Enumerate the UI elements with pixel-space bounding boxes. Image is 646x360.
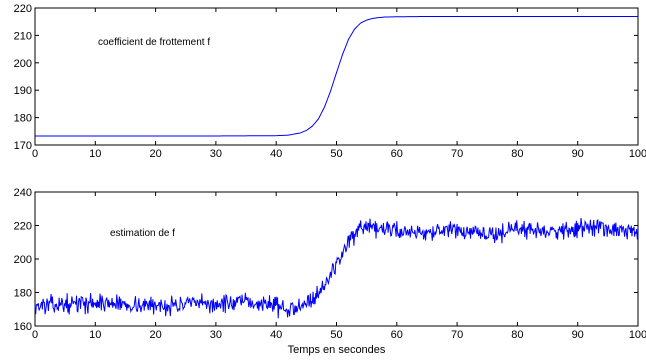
y-tick-label: 240 — [14, 187, 32, 199]
x-tick-label: 10 — [89, 148, 101, 160]
x-tick-label: 20 — [149, 148, 161, 160]
y-tick-label: 220 — [14, 3, 32, 15]
x-tick-label: 20 — [149, 329, 161, 341]
x-tick-label: 80 — [511, 148, 523, 160]
x-tick-label: 50 — [330, 148, 342, 160]
y-tick-label: 180 — [14, 113, 32, 125]
plot-annotation: coefficient de frottement f — [98, 37, 210, 48]
x-tick-label: 90 — [572, 148, 584, 160]
plot-annotation: estimation de f — [110, 228, 175, 239]
chart-friction-estimate: 0 10 20 30 40 50 60 70 80 90 100 160 180 200 220 240 est… — [14, 187, 646, 356]
y-tick-label: 170 — [14, 140, 32, 152]
x-tick-label: 0 — [32, 329, 38, 341]
x-tick-label: 40 — [270, 148, 282, 160]
series-line — [34, 218, 639, 319]
x-tick-label: 80 — [511, 329, 523, 341]
x-tick-label: 40 — [270, 329, 282, 341]
plot-frame — [34, 7, 639, 146]
x-tick-label: 30 — [210, 148, 222, 160]
x-tick-label: 60 — [391, 329, 403, 341]
y-tick-label: 180 — [14, 288, 32, 300]
x-tick-label: 70 — [451, 329, 463, 341]
y-tick-label: 200 — [14, 58, 32, 70]
x-tick-label: 10 — [89, 329, 101, 341]
y-tick-label: 220 — [14, 221, 32, 233]
y-tick-label: 190 — [14, 85, 32, 97]
x-tick-label: 90 — [572, 329, 584, 341]
x-axis-label: Temps en secondes — [288, 344, 386, 356]
y-tick-label: 160 — [14, 321, 32, 333]
x-tick-label: 70 — [451, 148, 463, 160]
x-tick-label: 60 — [391, 148, 403, 160]
chart-friction-coefficient: 0 10 20 30 40 50 60 70 80 90 100 170 180 190 200 210 220… — [14, 3, 646, 160]
y-tick-label: 200 — [14, 254, 32, 266]
x-tick-label: 50 — [330, 329, 342, 341]
y-tick-label: 210 — [14, 30, 32, 42]
x-tick-label: 100 — [629, 329, 646, 341]
series-line — [35, 15, 638, 137]
x-tick-label: 0 — [32, 148, 38, 160]
x-tick-label: 30 — [210, 329, 222, 341]
x-tick-label: 100 — [629, 148, 646, 160]
